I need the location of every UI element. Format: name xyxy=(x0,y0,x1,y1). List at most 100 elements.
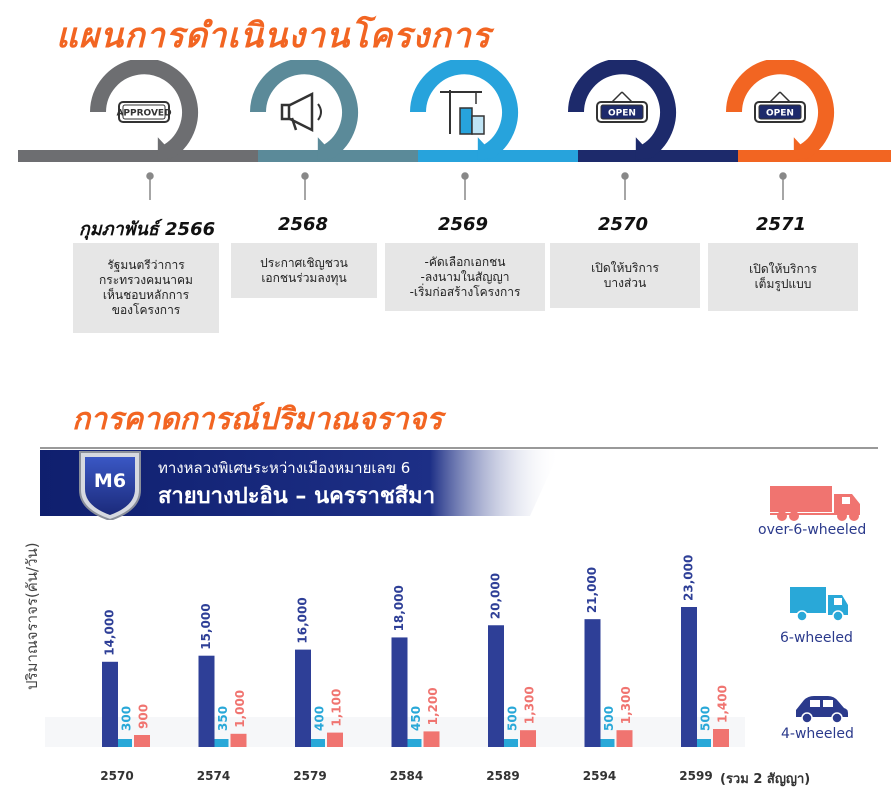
bar-group-2594: 21,000 500 1,300 2594 xyxy=(583,567,633,783)
bar-group-2599: 23,000 500 1,400 2599 xyxy=(679,555,729,783)
m6-banner xyxy=(40,447,878,520)
value-label-over-6-wheeled-2574: 1,000 xyxy=(233,690,247,728)
bar-group-2589: 20,000 500 1,300 2589 xyxy=(486,573,536,783)
bar-6-wheeled-2579 xyxy=(311,739,325,747)
m6-shield-icon xyxy=(79,451,141,520)
timeline-year-3: 2569 xyxy=(437,214,489,235)
value-label-6-wheeled-2579: 400 xyxy=(313,706,327,731)
banner-title: สายบางปะอิน – นครราชสีมา xyxy=(158,484,436,509)
value-label-6-wheeled-2570: 300 xyxy=(120,706,134,731)
timeline-graphic: APPROVED OPEN OPEN xyxy=(18,60,891,200)
x-axis-note: (รวม 2 สัญญา) xyxy=(720,772,811,787)
bar-group-2574: 15,000 350 1,000 2574 xyxy=(197,603,247,783)
value-label-6-wheeled-2584: 450 xyxy=(409,706,423,731)
value-label-4-wheeled-2574: 15,000 xyxy=(199,603,213,649)
timeline-desc-1: รัฐมนตรีว่าการ กระทรวงคมนาคม เห็นชอบหลัก… xyxy=(73,243,219,333)
value-label-over-6-wheeled-2579: 1,100 xyxy=(330,689,344,727)
bar-4-wheeled-2570 xyxy=(102,661,118,747)
bar-4-wheeled-2584 xyxy=(391,637,408,747)
bar-group-2579: 16,000 400 1,100 2579 xyxy=(293,597,343,783)
bar-over-6-wheeled-2589 xyxy=(520,730,536,747)
x-tick-2589: 2589 xyxy=(486,769,519,783)
bar-4-wheeled-2579 xyxy=(295,649,311,747)
car-icon xyxy=(796,696,848,724)
icon-label: APPROVED xyxy=(116,109,171,119)
timeline-year-5: 2571 xyxy=(755,214,807,235)
m6-badge-text: M6 xyxy=(93,470,127,492)
value-label-4-wheeled-2570: 14,000 xyxy=(103,609,117,655)
legend-6-wheeled: 6-wheeled xyxy=(780,630,853,646)
bar-6-wheeled-2594 xyxy=(600,739,615,747)
x-tick-2594: 2594 xyxy=(583,769,616,783)
timeline-year-2: 2568 xyxy=(277,214,329,235)
value-label-4-wheeled-2584: 18,000 xyxy=(392,585,406,631)
icon-label: OPEN xyxy=(608,109,636,119)
timeline-desc-3: -คัดเลือกเอกชน -ลงนามในสัญญา -เริ่มก่อสร… xyxy=(385,243,545,311)
bar-4-wheeled-2594 xyxy=(584,619,601,747)
construction-crane-icon xyxy=(440,90,485,135)
banner-subtitle: ทางหลวงพิเศษระหว่างเมืองหมายเลข 6 xyxy=(158,459,411,477)
x-tick-2570: 2570 xyxy=(100,769,133,783)
timeline-ring xyxy=(250,60,358,161)
timeline-node-3 xyxy=(410,60,518,161)
plan-heading: แผนการดำเนินงานโครงการ xyxy=(56,16,492,56)
bar-over-6-wheeled-2574 xyxy=(230,733,247,747)
timeline-node-5: OPEN xyxy=(726,60,834,161)
x-tick-2599: 2599 xyxy=(679,769,712,783)
timeline-segment-3 xyxy=(418,150,578,162)
bar-group-2584: 18,000 450 1,200 2584 xyxy=(390,585,440,783)
value-label-over-6-wheeled-2570: 900 xyxy=(137,704,151,729)
value-label-6-wheeled-2589: 500 xyxy=(506,706,520,731)
traffic-heading: การคาดการณ์ปริมาณจราจร xyxy=(72,402,443,437)
bar-over-6-wheeled-2599 xyxy=(713,729,729,747)
bar-6-wheeled-2570 xyxy=(118,739,132,747)
timeline-ring xyxy=(726,60,834,161)
x-tick-2574: 2574 xyxy=(197,769,230,783)
timeline-ring xyxy=(410,60,518,161)
value-label-6-wheeled-2599: 500 xyxy=(699,706,713,731)
bar-over-6-wheeled-2584 xyxy=(423,731,440,747)
value-label-4-wheeled-2594: 21,000 xyxy=(585,567,599,613)
bar-6-wheeled-2584 xyxy=(407,739,422,747)
value-label-6-wheeled-2574: 350 xyxy=(216,706,230,731)
box-truck-icon xyxy=(790,587,848,622)
bar-over-6-wheeled-2579 xyxy=(327,732,343,747)
timeline-node-4: OPEN xyxy=(568,60,676,161)
timeline-node-2 xyxy=(250,60,358,161)
value-label-4-wheeled-2589: 20,000 xyxy=(489,573,503,619)
value-label-over-6-wheeled-2599: 1,400 xyxy=(716,685,730,723)
bar-over-6-wheeled-2570 xyxy=(134,735,150,747)
bar-6-wheeled-2574 xyxy=(214,739,229,747)
timeline-ring xyxy=(568,60,676,161)
value-label-over-6-wheeled-2589: 1,300 xyxy=(523,686,537,724)
value-label-over-6-wheeled-2594: 1,300 xyxy=(619,686,633,724)
timeline-ring xyxy=(90,60,198,161)
bar-4-wheeled-2574 xyxy=(198,655,215,747)
bar-group-2570: 14,000 300 900 2570 xyxy=(100,609,150,783)
traffic-bar-chart: 14,000 300 900 2570 15,000 350 1,000 2574 16,000… xyxy=(45,555,745,783)
timeline-year-4: 2570 xyxy=(597,214,649,235)
timeline-desc-5: เปิดให้บริการ เต็มรูปแบบ xyxy=(708,243,858,311)
open-sign-icon: OPEN xyxy=(754,91,806,123)
legend-over-6-wheeled: over-6-wheeled xyxy=(758,522,867,538)
timeline-segment-1 xyxy=(18,150,258,162)
bar-over-6-wheeled-2594 xyxy=(616,730,633,747)
value-label-6-wheeled-2594: 500 xyxy=(602,706,616,731)
value-label-4-wheeled-2579: 16,000 xyxy=(296,597,310,643)
truck-trailer-icon xyxy=(770,486,860,521)
timeline-segment-5 xyxy=(738,150,891,162)
bar-6-wheeled-2599 xyxy=(697,739,711,747)
megaphone-icon xyxy=(280,91,322,133)
timeline-desc-4: เปิดให้บริการ บางส่วน xyxy=(550,243,700,308)
legend-4-wheeled: 4-wheeled xyxy=(781,726,854,742)
timeline-node-1: APPROVED xyxy=(90,60,198,161)
open-sign-icon: OPEN xyxy=(596,91,648,123)
x-tick-2579: 2579 xyxy=(293,769,326,783)
icon-label: OPEN xyxy=(766,109,794,119)
bar-4-wheeled-2599 xyxy=(681,607,697,747)
timeline-segment-2 xyxy=(258,150,418,162)
value-label-4-wheeled-2599: 23,000 xyxy=(682,555,696,601)
bar-4-wheeled-2589 xyxy=(488,625,504,747)
timeline-desc-2: ประกาศเชิญชวน เอกชนร่วมลงทุน xyxy=(231,243,377,298)
x-tick-2584: 2584 xyxy=(390,769,423,783)
